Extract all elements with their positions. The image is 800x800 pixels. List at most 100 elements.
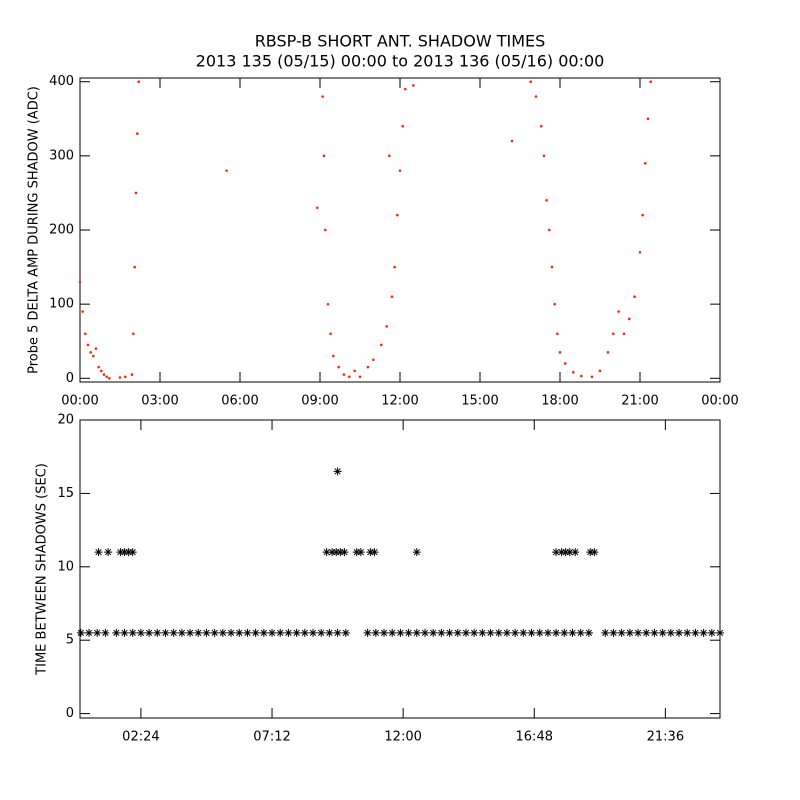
- data-point: [133, 265, 136, 269]
- data-point: [300, 628, 309, 637]
- data-point: [388, 154, 391, 158]
- y-axis-label: TIME BETWEEN SHADOWS (SEC): [35, 463, 50, 676]
- data-point: [136, 132, 139, 135]
- data-point: [628, 317, 631, 321]
- data-point: [393, 265, 396, 269]
- data-point: [92, 354, 95, 358]
- data-point: [586, 548, 595, 557]
- data-point: [584, 628, 593, 637]
- data-point: [634, 628, 643, 637]
- data-point: [683, 628, 692, 637]
- data-point: [372, 358, 375, 362]
- data-point: [337, 365, 340, 369]
- data-point: [412, 548, 421, 557]
- data-point: [322, 154, 326, 158]
- data-point: [556, 332, 559, 336]
- data-point: [564, 362, 567, 365]
- data-point: [124, 548, 133, 557]
- data-point: [461, 628, 470, 637]
- x-tick-label: 03:00: [141, 394, 178, 409]
- data-point: [598, 369, 602, 373]
- data-point: [429, 628, 438, 637]
- data-point: [527, 628, 536, 637]
- data-point: [328, 548, 337, 557]
- data-point: [565, 548, 574, 557]
- data-point: [243, 628, 252, 637]
- data-point: [134, 191, 138, 195]
- data-point: [571, 548, 580, 557]
- data-point: [558, 351, 562, 354]
- data-point: [169, 628, 178, 637]
- data-point: [401, 124, 404, 128]
- data-point: [453, 628, 462, 637]
- data-point: [510, 139, 514, 143]
- data-point: [259, 628, 268, 637]
- x-tick-label: 00:00: [701, 394, 738, 409]
- data-point: [617, 628, 626, 637]
- data-point: [646, 117, 650, 121]
- data-point: [568, 628, 577, 637]
- data-point: [644, 161, 647, 165]
- data-point: [321, 95, 324, 98]
- data-point: [94, 548, 103, 557]
- data-point: [324, 228, 327, 232]
- x-tick-label: 06:00: [221, 394, 258, 409]
- data-point: [89, 351, 92, 354]
- data-point: [707, 628, 716, 637]
- data-point: [108, 376, 111, 380]
- data-point: [235, 628, 244, 637]
- x-tick-label: 00:00: [61, 394, 98, 409]
- data-point: [625, 628, 634, 637]
- data-point: [161, 628, 170, 637]
- data-point: [202, 628, 211, 637]
- data-point: [145, 628, 154, 637]
- data-point: [609, 628, 618, 637]
- data-point: [76, 628, 85, 637]
- data-point: [606, 351, 610, 354]
- data-point: [104, 548, 113, 557]
- data-point: [617, 310, 620, 313]
- y-tick-label: 15: [57, 486, 74, 501]
- y-axis-label: Probe 5 DELTA AMP DURING SHADOW (ADC): [27, 86, 42, 374]
- data-point: [445, 628, 454, 637]
- data-point: [649, 80, 652, 84]
- data-point: [396, 213, 399, 217]
- data-point: [225, 169, 228, 172]
- data-point: [552, 548, 561, 557]
- data-point: [210, 628, 219, 637]
- data-point: [292, 628, 301, 637]
- x-tick-label: 12:00: [381, 394, 418, 409]
- data-point: [333, 467, 342, 476]
- data-point: [227, 628, 236, 637]
- plot-frame: [79, 77, 721, 383]
- chart-subtitle: 2013 135 (05/15) 00:00 to 2013 136 (05/1…: [196, 52, 605, 71]
- data-point: [128, 548, 137, 557]
- data-point: [716, 628, 724, 637]
- y-tick-label: 20: [57, 413, 74, 428]
- data-point: [120, 548, 129, 557]
- data-point: [78, 280, 82, 284]
- data-point: [332, 548, 341, 557]
- data-point: [118, 376, 122, 379]
- y-tick-label: 300: [49, 148, 74, 163]
- data-point: [590, 548, 599, 557]
- data-point: [580, 374, 583, 378]
- data-point: [132, 332, 135, 336]
- data-point: [317, 628, 326, 637]
- data-point: [186, 628, 195, 637]
- x-tick-label: 21:36: [647, 730, 684, 745]
- y-tick-label: 0: [66, 706, 74, 721]
- data-point: [86, 343, 90, 347]
- data-point: [385, 325, 388, 328]
- data-point: [519, 628, 528, 637]
- data-point: [333, 628, 342, 637]
- data-point: [542, 154, 546, 158]
- data-point: [540, 124, 543, 128]
- data-point: [380, 628, 389, 637]
- data-point: [561, 548, 570, 557]
- data-point: [366, 548, 375, 557]
- data-point: [356, 548, 365, 557]
- data-point: [116, 548, 125, 557]
- x-tick-label: 07:12: [253, 730, 290, 745]
- data-point: [552, 628, 561, 637]
